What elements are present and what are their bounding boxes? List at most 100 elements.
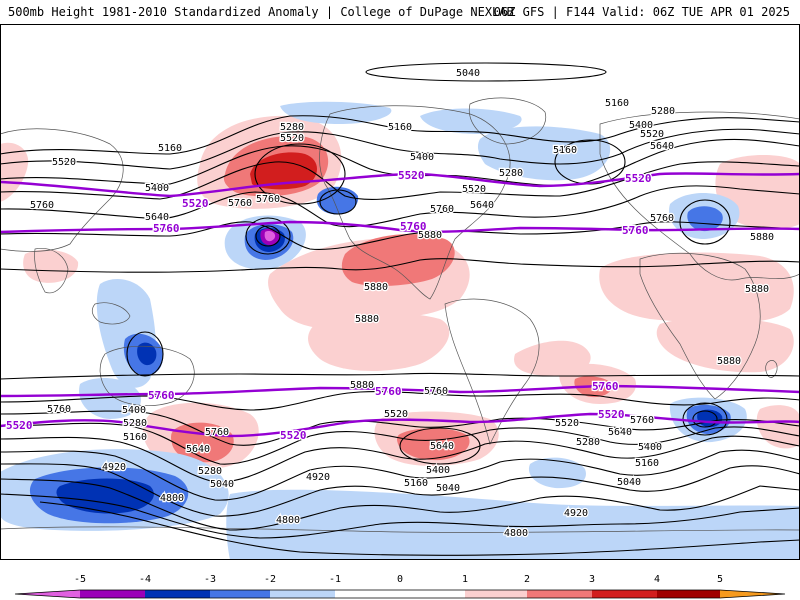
- colorbar-segment-neg2: [210, 590, 270, 598]
- label-5880-mexico: 5880: [364, 282, 388, 293]
- label-5760-pacific: 5760: [228, 198, 252, 209]
- label-5400-south-pacific: 5400: [426, 465, 450, 476]
- anomaly-antarctic-central: [226, 489, 800, 560]
- colorbar-tick: 2: [524, 574, 530, 585]
- colorbar-tick: -2: [264, 574, 276, 585]
- label-5400-europe: 5400: [629, 120, 653, 131]
- label-5760-south-east: 5760: [630, 415, 654, 426]
- label-5160-south-east: 5160: [635, 458, 659, 469]
- asia-west-outline: [0, 128, 124, 252]
- colorbar-segment-neg1: [270, 590, 335, 598]
- contour-5400-north: [0, 138, 800, 186]
- purple-label-5520-south-west: 5520: [6, 419, 33, 432]
- contour-5160-north: [0, 115, 800, 155]
- colorbar-ticks: -5 -4 -3 -2 -1 0 1 2 3 4 5: [74, 574, 723, 585]
- colorbar-tick: -1: [329, 574, 341, 585]
- contour-closed-low-europe: [679, 199, 731, 245]
- south-america-outline: [444, 298, 540, 446]
- contour-4800-south: [39, 501, 800, 556]
- label-5160-pacific: 5160: [158, 143, 182, 154]
- anomaly-hudson: [420, 108, 522, 134]
- contour-5760-south: [0, 391, 800, 411]
- label-5880-asia: 5880: [750, 232, 774, 243]
- colorbar-tick: -4: [139, 574, 151, 585]
- colorbar-tick: 3: [589, 574, 595, 585]
- label-4920-south-west: 4920: [102, 462, 126, 473]
- label-5280-atlantic: 5280: [499, 168, 523, 179]
- anomaly-north-atlantic: [477, 126, 611, 181]
- anomaly-shading: [0, 101, 800, 560]
- label-5760-america: 5760: [430, 204, 454, 215]
- purple-label-5760-america: 5760: [400, 220, 427, 233]
- label-5160-canada: 5160: [553, 145, 577, 156]
- contour-5280-south: [0, 449, 800, 501]
- anomaly-eurasia: [599, 252, 794, 324]
- africa-outline: [639, 252, 761, 400]
- label-5760-pacific-2: 5760: [256, 194, 280, 205]
- label-4800-south-east: 4800: [504, 528, 528, 539]
- purple-label-5520-south-mid: 5520: [280, 429, 307, 442]
- contour-4920-south: [0, 493, 800, 539]
- label-4800-south-mid: 4800: [276, 515, 300, 526]
- india-outline: [34, 248, 69, 294]
- colorbar-tick: 4: [654, 574, 660, 585]
- contour-closed-high-south-pacific: [399, 427, 481, 465]
- highlight-contours: [0, 172, 800, 438]
- colorbar-outline: [14, 589, 786, 599]
- label-5760-asia: 5760: [30, 200, 54, 211]
- madagascar-outline: [765, 360, 778, 378]
- anomaly-west-edge: [0, 142, 29, 202]
- valid-time: 06Z GFS | F144 Valid: 06Z TUE APR 01 202…: [493, 5, 790, 19]
- anomaly-africa: [656, 317, 794, 373]
- contour-closed-low-pacific: [245, 217, 291, 255]
- colorbar-tick: 5: [717, 574, 723, 585]
- label-5640-pacific: 5640: [145, 212, 169, 223]
- label-5040-south-indian: 5040: [210, 479, 234, 490]
- purple-label-5760-south-east: 5760: [592, 380, 619, 393]
- anomaly-gulf-of-alaska: [316, 186, 359, 215]
- height-labels: 5040 5160 5160 5160 5160 5280 5280 5280 …: [29, 67, 776, 541]
- label-5400-south-east: 5400: [638, 442, 662, 453]
- label-5880-pacific: 5880: [355, 314, 379, 325]
- contour-5160-south: [0, 463, 800, 517]
- contour-5280-north: [0, 128, 800, 170]
- label-5640-south-indian: 5640: [186, 444, 210, 455]
- colorbar-tick: 0: [397, 574, 403, 585]
- map-title: 500mb Height 1981-2010 Standardized Anom…: [8, 5, 514, 19]
- colorbar-segment-pos4: [657, 590, 720, 598]
- label-5640-atlantic: 5640: [470, 200, 494, 211]
- label-5520-south-mid: 5520: [384, 409, 408, 420]
- label-5640-south-east: 5640: [608, 427, 632, 438]
- anomaly-south-indian-east: [756, 405, 800, 449]
- label-5760-south-mid: 5760: [424, 386, 448, 397]
- greenland-outline: [468, 97, 547, 145]
- contour-5040-south: [0, 478, 800, 531]
- contour-closed-low-gulf: [319, 189, 357, 215]
- purple-label-5520-europe: 5520: [625, 172, 652, 185]
- label-5760-africa: 5760: [650, 213, 674, 224]
- colorbar-tick: -3: [204, 574, 216, 585]
- contour-5640-south: [0, 410, 800, 446]
- colorbar-segment-pos1: [465, 590, 527, 598]
- contour-5400-south: [0, 435, 800, 483]
- label-4920-south-mid: 4920: [306, 472, 330, 483]
- purple-label-5760-south-west: 5760: [148, 389, 175, 402]
- label-5040-south-east: 5040: [617, 477, 641, 488]
- north-america-outline: [319, 105, 511, 300]
- label-5280-europe: 5280: [651, 106, 675, 117]
- anomaly-south-indian-neg: [79, 378, 141, 419]
- label-4800-south-west: 4800: [160, 493, 184, 504]
- colorbar-segment-pos3: [592, 590, 657, 598]
- label-5280-south-west: 5280: [123, 418, 147, 429]
- label-5280-south-east: 5280: [576, 437, 600, 448]
- contour-5760-north: [0, 221, 800, 250]
- anomaly-europe-low-core: [687, 206, 723, 232]
- contour-closed-low-south-indian-inner: [692, 410, 718, 428]
- eurasia-outline: [599, 111, 800, 281]
- label-5400-america: 5400: [410, 152, 434, 163]
- anomaly-mexico-ridge: [341, 234, 455, 286]
- contour-closed-low-pacific-inner: [255, 225, 281, 247]
- label-5640-europe: 5640: [650, 141, 674, 152]
- label-5520-asia: 5520: [52, 157, 76, 168]
- anomaly-south-pacific-ridge-core: [396, 428, 470, 461]
